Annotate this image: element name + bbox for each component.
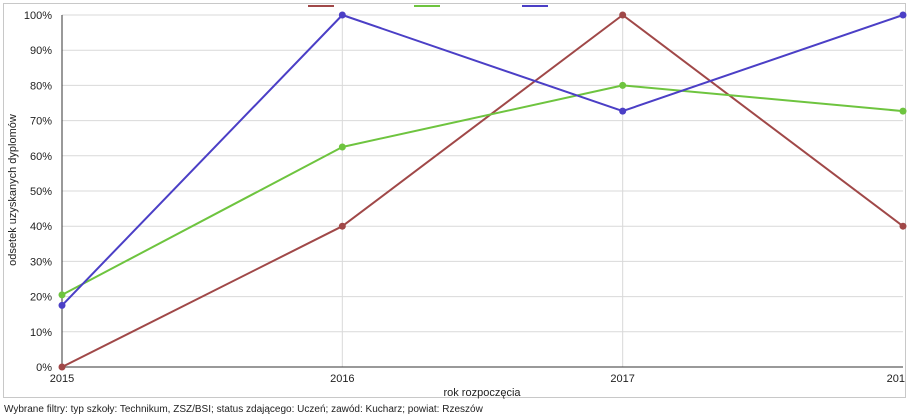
chart-grid	[62, 14, 903, 368]
y-tick-label: 90%	[30, 45, 52, 57]
series-3-point	[899, 11, 907, 19]
line-chart: 0% 10% 20% 30% 40% 50% 60% 70% 80% 90% 100% 2015 201…	[7, 5, 907, 399]
series-1-point	[338, 222, 346, 230]
chart-series	[58, 11, 907, 371]
series-2-point	[899, 107, 907, 115]
y-tick-label: 20%	[30, 292, 52, 304]
y-axis-title: odsetek uzyskanych dyplomów	[7, 114, 19, 266]
y-tick-label: 60%	[30, 151, 52, 163]
chart-frame	[3, 3, 906, 398]
y-tick-label: 40%	[30, 221, 52, 233]
x-tick-label: 2017	[610, 373, 634, 385]
y-tick-label: 70%	[30, 116, 52, 128]
x-tick-label: 2016	[330, 373, 354, 385]
series-2-point	[338, 143, 346, 151]
series-2-point	[58, 291, 66, 299]
y-tick-label: 100%	[24, 10, 52, 22]
y-tick-label: 0%	[36, 362, 52, 374]
selected-filters-text: Wybrane filtry: typ szkoły: Technikum, Z…	[4, 404, 483, 415]
y-tick-label: 10%	[30, 327, 52, 339]
series-line-2	[61, 84, 904, 296]
series-line-1	[61, 14, 904, 368]
x-tick-label: 201	[887, 373, 905, 385]
series-3-point	[619, 107, 627, 115]
series-3-point	[338, 11, 346, 19]
x-axis-title: rok rozpoczęcia	[443, 387, 521, 399]
series-2-point	[619, 81, 627, 89]
series-1-point	[58, 363, 66, 371]
series-line-3	[61, 14, 904, 307]
series-3-point	[58, 301, 66, 309]
chart-ticks: 0% 10% 20% 30% 40% 50% 60% 70% 80% 90% 100% 2015 201…	[24, 10, 905, 385]
y-tick-label: 50%	[30, 186, 52, 198]
series-1-point	[899, 222, 907, 230]
y-tick-label: 30%	[30, 256, 52, 268]
x-tick-label: 2015	[50, 373, 74, 385]
y-tick-label: 80%	[30, 80, 52, 92]
series-1-point	[619, 11, 627, 19]
